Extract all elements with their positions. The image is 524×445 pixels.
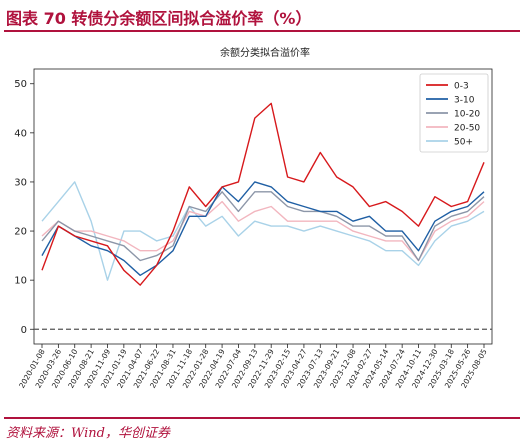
y-tick-label: 30: [14, 177, 27, 188]
legend-label: 3-10: [454, 96, 475, 106]
premium-line-chart: 余额分类拟合溢价率 010203040502020-01-082020-03-2…: [14, 46, 493, 390]
legend: 0-3 3-10 10-20 20-50 50+: [419, 73, 489, 153]
chart-title: 余额分类拟合溢价率: [220, 46, 310, 59]
legend-box: [419, 73, 489, 153]
series-line-0-3: [41, 102, 485, 286]
series-lines: [41, 102, 485, 286]
y-tick-label: 20: [14, 227, 27, 238]
footer-rule: [4, 417, 520, 419]
footer-source: 资料来源：Wind，华创证券: [6, 426, 170, 441]
series-line-50+: [41, 181, 485, 281]
legend-label: 0-3: [454, 82, 469, 92]
plot-frame: [33, 68, 493, 345]
header-title: 图表 70 转债分余额区间拟合溢价率（%）: [6, 9, 312, 28]
legend-label: 10-20: [454, 110, 480, 120]
y-tick-label: 0: [21, 325, 27, 336]
y-tick-label: 10: [14, 276, 27, 287]
legend-label: 20-50: [454, 124, 480, 134]
header-rule: [4, 30, 520, 32]
header: 图表 70 转债分余额区间拟合溢价率（%）: [0, 0, 524, 32]
series-line-3-10: [41, 181, 485, 277]
y-tick-label: 40: [14, 128, 27, 139]
y-tick-label: 50: [14, 79, 27, 90]
series-line-10-20: [41, 191, 485, 262]
series-line-20-50: [41, 200, 485, 262]
legend-label: 50+: [454, 138, 473, 148]
